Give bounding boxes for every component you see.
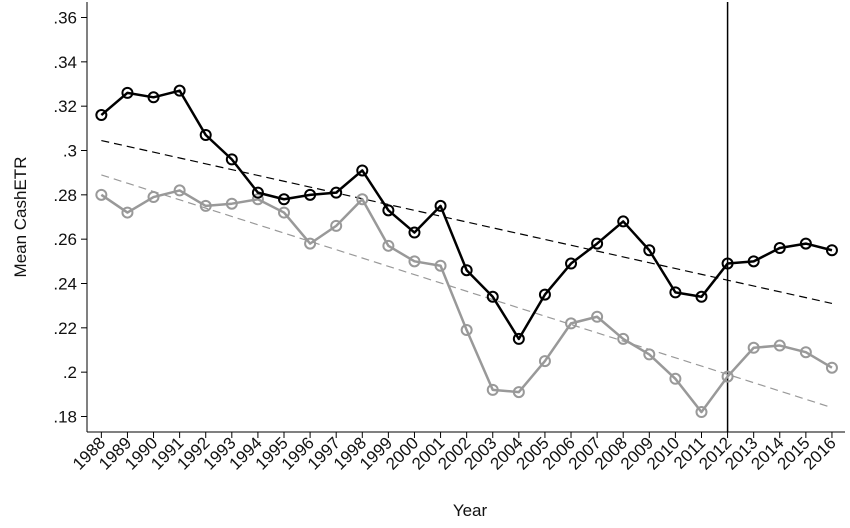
y-tick-label: .36 xyxy=(53,9,77,28)
trend-line xyxy=(101,139,833,305)
point xyxy=(486,290,499,303)
y-tick-label: .3 xyxy=(63,142,77,161)
point xyxy=(278,193,291,206)
point xyxy=(643,244,656,257)
point xyxy=(538,288,551,301)
point xyxy=(121,86,134,99)
point xyxy=(278,206,291,219)
point xyxy=(173,184,186,197)
point xyxy=(434,259,447,272)
y-tick-label: .28 xyxy=(53,186,77,205)
point xyxy=(225,153,238,166)
y-tick-label: .18 xyxy=(53,407,77,426)
point xyxy=(512,386,525,399)
point xyxy=(669,286,682,299)
point xyxy=(356,193,369,206)
point xyxy=(721,257,734,270)
point xyxy=(617,332,630,345)
point xyxy=(147,91,160,104)
point xyxy=(95,109,108,122)
y-tick-label: .32 xyxy=(53,97,77,116)
point xyxy=(304,237,317,250)
series-line xyxy=(100,189,833,414)
point xyxy=(747,341,760,354)
point xyxy=(799,346,812,359)
point xyxy=(382,204,395,217)
point xyxy=(147,191,160,204)
y-axis-label: Mean CashETR xyxy=(11,157,30,278)
point xyxy=(199,128,212,141)
x-axis-label: Year xyxy=(453,501,488,520)
point xyxy=(408,226,421,239)
trend-line xyxy=(101,174,833,409)
point xyxy=(225,197,238,210)
point xyxy=(643,348,656,361)
point xyxy=(199,199,212,212)
point xyxy=(669,372,682,385)
point xyxy=(304,188,317,201)
point xyxy=(251,193,264,206)
point xyxy=(565,317,578,330)
point xyxy=(591,310,604,323)
point xyxy=(799,237,812,250)
point xyxy=(434,199,447,212)
point xyxy=(538,355,551,368)
y-tick-label: .34 xyxy=(53,53,77,72)
y-tick-label: .2 xyxy=(63,363,77,382)
point xyxy=(695,406,708,419)
point xyxy=(773,339,786,352)
y-tick-label: .22 xyxy=(53,319,77,338)
point xyxy=(121,206,134,219)
point xyxy=(486,383,499,396)
point xyxy=(356,164,369,177)
point xyxy=(695,290,708,303)
point xyxy=(251,186,264,199)
point xyxy=(408,255,421,268)
point xyxy=(773,242,786,255)
point xyxy=(173,84,186,97)
point xyxy=(95,188,108,201)
point xyxy=(460,264,473,277)
point xyxy=(382,239,395,252)
point xyxy=(512,332,525,345)
point xyxy=(330,186,343,199)
point xyxy=(591,237,604,250)
point xyxy=(460,324,473,337)
point xyxy=(565,257,578,270)
point xyxy=(747,255,760,268)
point xyxy=(330,219,343,232)
y-tick-label: .24 xyxy=(53,274,77,293)
series-line xyxy=(100,89,833,341)
point xyxy=(825,361,838,374)
point xyxy=(825,244,838,257)
point xyxy=(617,215,630,228)
point xyxy=(721,370,734,383)
y-tick-label: .26 xyxy=(53,230,77,249)
